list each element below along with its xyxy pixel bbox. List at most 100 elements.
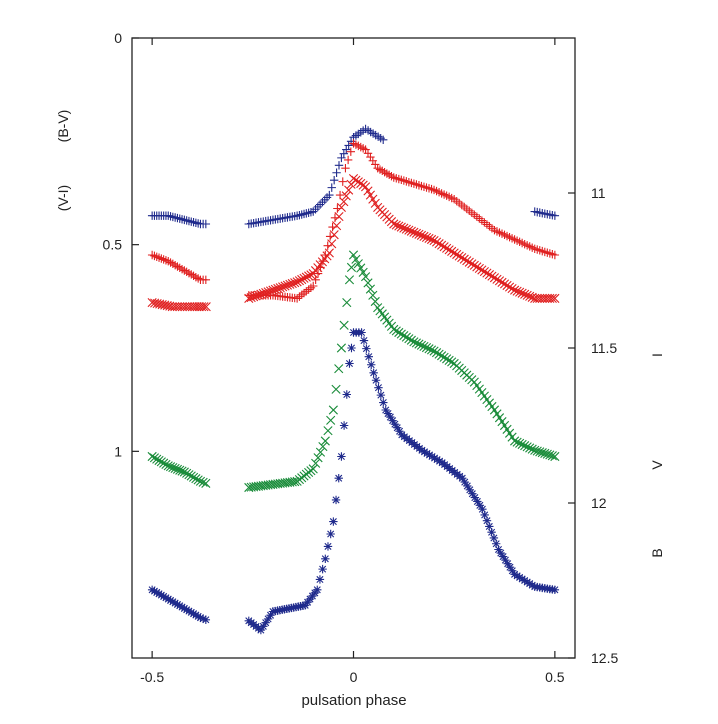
data-point — [504, 282, 515, 292]
right-axis-label-b: B — [649, 548, 665, 557]
data-point — [321, 250, 330, 260]
data-point — [170, 213, 180, 222]
data-point — [344, 185, 354, 195]
data-point — [505, 563, 515, 572]
data-point — [525, 291, 535, 301]
left-axis-label-bv: (B-V) — [55, 110, 71, 143]
data-point — [324, 248, 334, 258]
data-point — [161, 593, 171, 602]
data-point — [379, 135, 388, 144]
data-point — [399, 223, 409, 233]
data-point — [261, 618, 270, 627]
data-point — [406, 335, 416, 345]
data-point — [331, 384, 341, 394]
data-point — [395, 427, 404, 436]
data-point — [187, 217, 196, 226]
right-tick-label: 12 — [591, 495, 607, 511]
data-point — [444, 355, 454, 365]
data-point — [365, 284, 376, 294]
data-point — [421, 343, 432, 353]
data-point — [259, 622, 268, 631]
data-point — [517, 288, 527, 298]
data-point — [184, 216, 194, 226]
data-point — [327, 239, 337, 249]
data-point — [175, 214, 184, 223]
data-point — [370, 296, 380, 307]
data-point — [425, 450, 434, 460]
data-point — [344, 275, 355, 285]
data-point — [157, 590, 166, 600]
data-point — [499, 279, 510, 289]
data-point — [435, 456, 444, 466]
data-point — [322, 193, 332, 202]
data-point — [462, 256, 472, 266]
data-point — [309, 207, 318, 216]
data-point — [478, 505, 487, 514]
left-tick-label: 1 — [114, 443, 122, 459]
data-point — [419, 231, 429, 241]
data-point — [532, 446, 542, 456]
data-point — [147, 451, 157, 462]
data-point — [170, 598, 180, 608]
data-point — [463, 481, 472, 491]
data-point — [297, 210, 306, 219]
data-point — [542, 449, 552, 459]
data-point — [399, 331, 409, 341]
data-point — [467, 259, 477, 269]
data-point — [164, 211, 173, 220]
data-point — [323, 542, 333, 551]
data-point — [512, 437, 522, 447]
data-point — [497, 277, 507, 287]
data-point — [550, 451, 560, 462]
data-point — [345, 359, 354, 368]
x-tick-label: 0.5 — [545, 669, 565, 685]
data-point — [342, 390, 351, 399]
data-point — [159, 458, 169, 468]
data-point — [404, 334, 414, 344]
data-point — [515, 287, 525, 297]
data-point — [388, 416, 397, 425]
data-point — [510, 570, 519, 579]
data-point — [275, 283, 285, 293]
data-point — [404, 225, 414, 235]
series-bv — [147, 124, 560, 229]
data-point — [430, 453, 439, 463]
data-point — [363, 278, 373, 288]
data-point — [328, 222, 337, 232]
data-series-layer — [147, 124, 560, 635]
data-point — [329, 517, 338, 526]
data-point — [367, 360, 376, 369]
data-point — [498, 552, 508, 561]
data-point — [295, 292, 304, 301]
data-point — [469, 260, 479, 270]
data-point — [437, 351, 447, 361]
data-point — [329, 175, 339, 185]
data-point — [333, 204, 342, 213]
data-point — [316, 263, 325, 272]
data-point — [416, 340, 427, 350]
data-point — [326, 415, 336, 425]
data-point — [302, 209, 311, 218]
data-point — [369, 368, 378, 377]
right-axis-ticks: 11 11.5 12 12.5 — [568, 185, 618, 666]
data-point — [299, 273, 309, 283]
data-point — [301, 272, 311, 282]
data-point — [496, 548, 505, 558]
data-point — [282, 280, 293, 290]
data-point — [346, 147, 356, 156]
data-point — [328, 405, 338, 415]
left-axis-ticks: 00.51 — [103, 30, 139, 459]
data-point — [394, 221, 404, 231]
data-point — [362, 344, 371, 353]
data-point — [197, 302, 207, 312]
data-point — [468, 489, 477, 498]
data-point — [323, 426, 333, 436]
data-point — [334, 474, 343, 483]
data-point — [449, 248, 459, 258]
data-point — [318, 197, 327, 207]
data-point — [182, 605, 191, 614]
data-point — [318, 564, 327, 574]
data-point — [357, 328, 366, 337]
data-point — [416, 230, 427, 240]
